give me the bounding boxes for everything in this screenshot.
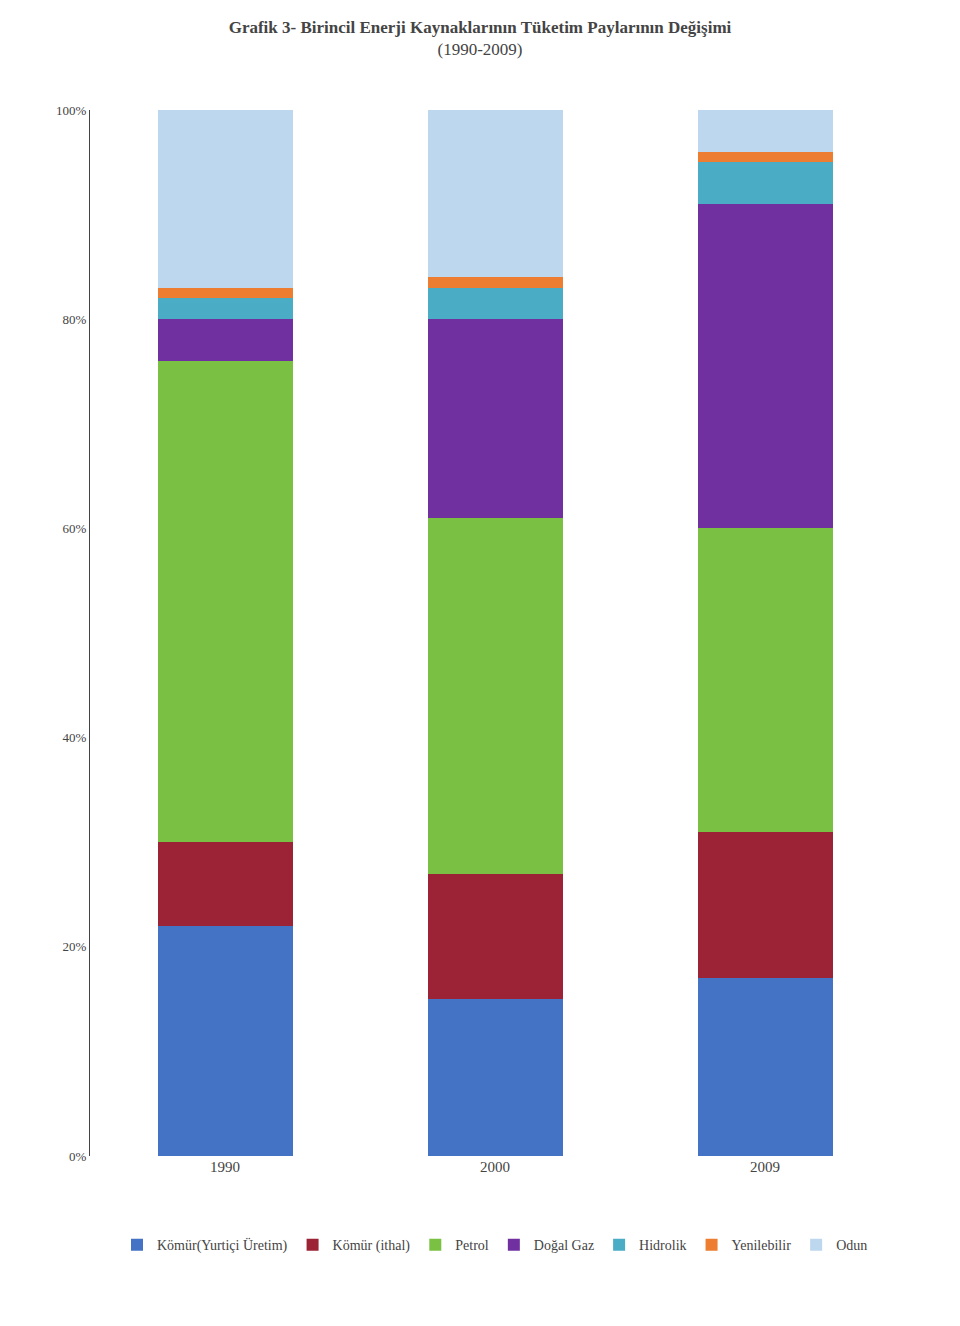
svg-text:0%: 0%: [69, 1149, 87, 1164]
svg-text:2000: 2000: [480, 1159, 510, 1175]
svg-text:1990: 1990: [210, 1159, 240, 1175]
svg-text:40%: 40%: [63, 730, 87, 745]
svg-text:Hidrolik: Hidrolik: [639, 1238, 686, 1253]
svg-text:80%: 80%: [63, 312, 87, 327]
svg-text:60%: 60%: [63, 521, 87, 536]
svg-text:Odun: Odun: [836, 1238, 867, 1253]
svg-text:20%: 20%: [63, 939, 87, 954]
svg-text:2009: 2009: [750, 1159, 780, 1175]
svg-text:Kömür (ithal): Kömür (ithal): [333, 1238, 411, 1254]
svg-text:Grafik 3- Birincil Enerji Kayn: Grafik 3- Birincil Enerji Kaynaklarının …: [229, 18, 732, 59]
svg-text:Petrol: Petrol: [455, 1238, 489, 1253]
svg-text:Kömür(Yurtiçi Üretim): Kömür(Yurtiçi Üretim): [157, 1237, 288, 1254]
svg-text:100%: 100%: [56, 103, 87, 118]
svg-text:Doğal Gaz: Doğal Gaz: [534, 1238, 594, 1253]
svg-text:Yenilebilir: Yenilebilir: [732, 1238, 792, 1253]
